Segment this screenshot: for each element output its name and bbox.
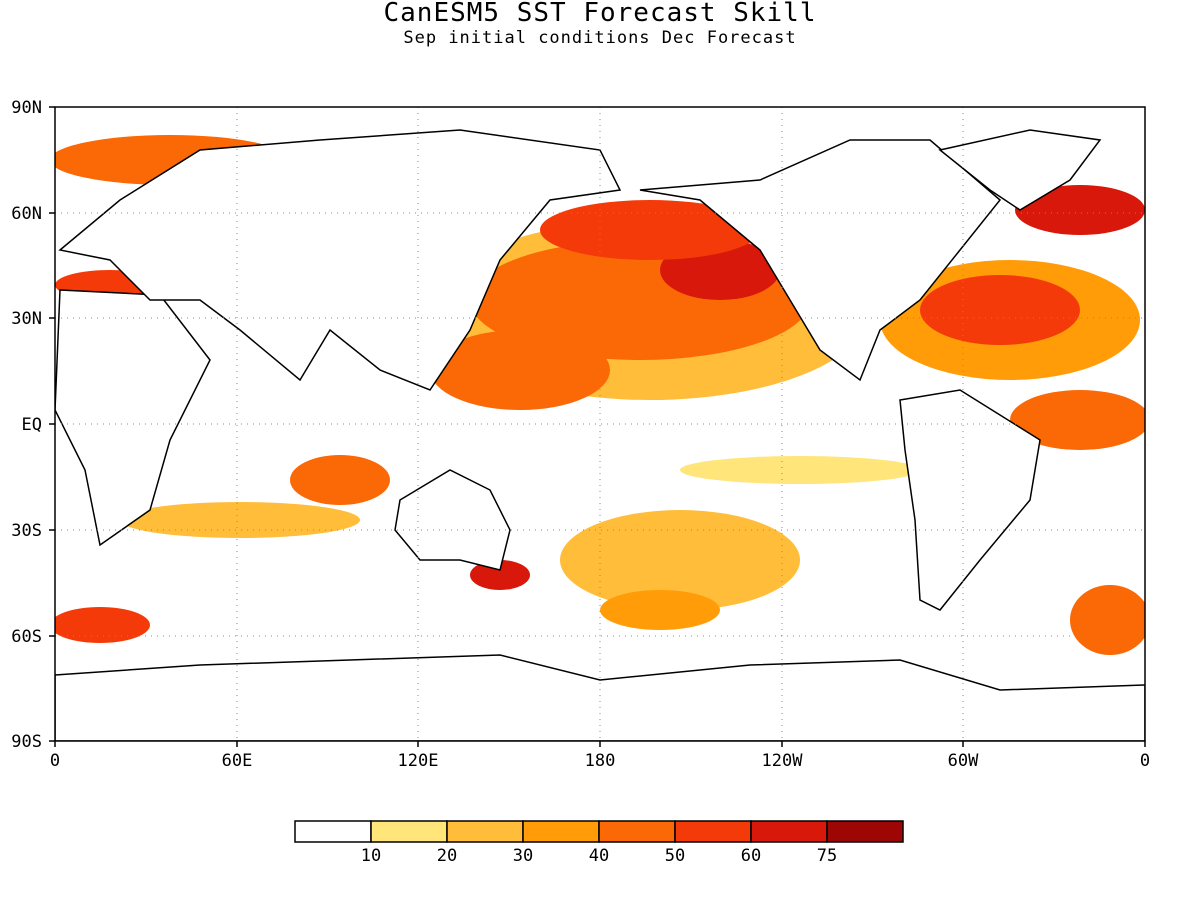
- south-america-coastline: [899, 389, 1041, 611]
- lon-label-60w: 60W: [948, 751, 979, 771]
- north-america-coastline: [639, 139, 1002, 382]
- lon-label-120e: 120E: [398, 751, 439, 771]
- colorbar-label: 20: [437, 846, 457, 866]
- lon-label-60e: 60E: [222, 751, 253, 771]
- skill-region-south-pacific-core: [600, 590, 720, 630]
- skill-region-gulf-alaska: [540, 200, 760, 260]
- skill-region-tasman: [470, 560, 530, 590]
- colorbar-label: 60: [741, 846, 761, 866]
- eurasia-coastline: [58, 129, 622, 391]
- colorbar-label: 40: [589, 846, 609, 866]
- colorbar-swatch: [294, 820, 372, 843]
- lat-label-60n: 60N: [11, 204, 42, 224]
- axis-ticks: [49, 106, 1146, 747]
- chart-title: CanESM5 SST Forecast Skill: [383, 0, 817, 28]
- skill-region-subpolar-atlantic: [1015, 185, 1145, 235]
- lat-label-30n: 30N: [11, 309, 42, 329]
- colorbar-swatch: [370, 820, 448, 843]
- antarctica-coastline: [55, 654, 1145, 741]
- skill-region-south-indian: [120, 502, 360, 538]
- lat-label-90s: 90S: [11, 732, 42, 752]
- skill-region-indian: [290, 455, 390, 505]
- greenland-coastline: [938, 129, 1102, 211]
- colorbar-swatch: [522, 820, 600, 843]
- lat-label-eq: EQ: [22, 415, 42, 435]
- lon-label-180: 180: [585, 751, 616, 771]
- skill-region-southwest-atlantic: [1070, 585, 1145, 655]
- lat-label-90n: 90N: [11, 98, 42, 118]
- lon-label-0-left: 0: [50, 751, 60, 771]
- skill-region-north-atlantic-core: [920, 275, 1080, 345]
- lat-label-30s: 30S: [11, 521, 42, 541]
- lat-label-60s: 60S: [11, 627, 42, 647]
- skill-region-tropical-atlantic: [1010, 390, 1145, 450]
- colorbar-swatch: [446, 820, 524, 843]
- australia-coastline: [394, 469, 511, 571]
- lon-label-120w: 120W: [762, 751, 804, 771]
- skill-region-west-pacific: [430, 330, 610, 410]
- skill-region-south-atlantic: [55, 607, 150, 643]
- skill-region-south-pacific: [560, 510, 800, 610]
- colorbar-swatch: [598, 820, 676, 843]
- colorbar-swatch: [826, 820, 904, 843]
- lon-label-0-right: 0: [1140, 751, 1150, 771]
- coastlines: [55, 129, 1145, 741]
- colorbar-label: 10: [361, 846, 381, 866]
- colorbar-label: 50: [665, 846, 685, 866]
- colorbar-swatch: [750, 820, 828, 843]
- colorbar: 10 20 30 40 50 60 75: [294, 820, 904, 866]
- chart-subtitle: Sep initial conditions Dec Forecast: [403, 28, 797, 48]
- skill-region-equatorial-pacific: [680, 456, 920, 484]
- gridlines: [55, 107, 1145, 741]
- colorbar-swatch: [674, 820, 752, 843]
- skill-shading: [55, 135, 1145, 655]
- colorbar-label: 30: [513, 846, 533, 866]
- colorbar-label: 75: [817, 846, 837, 866]
- africa-coastline: [55, 289, 211, 547]
